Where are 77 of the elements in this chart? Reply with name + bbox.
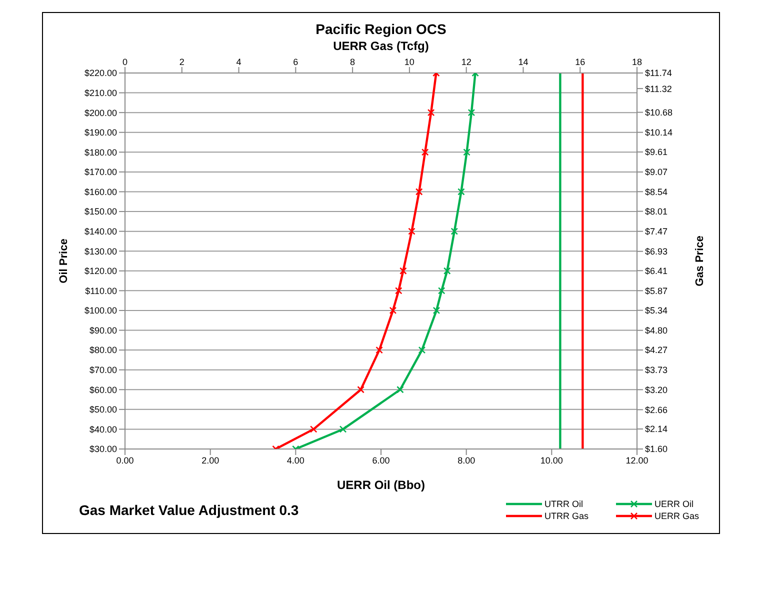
y-tick-label: $190.00 (84, 128, 117, 138)
y2-tick-label: $11.74 (645, 68, 672, 78)
y2-tick-label: $4.27 (645, 345, 668, 356)
y2-tick-label: $7.47 (645, 226, 668, 237)
y2-tick-label: $8.54 (645, 186, 668, 197)
point (396, 386, 404, 394)
x-tick-label: 0.00 (116, 455, 134, 466)
x2-tick-label: 14 (518, 57, 528, 67)
chart-title: Pacific Region OCS (314, 21, 448, 37)
y-tick-label: $160.00 (84, 186, 117, 197)
point (443, 267, 451, 275)
x2-tick-label: 8 (350, 57, 356, 67)
point (463, 148, 470, 156)
y2-tick-label: $2.66 (645, 404, 668, 415)
y2-tick-label: $6.41 (645, 266, 668, 276)
x2-tick-label: 12 (461, 57, 472, 67)
y-tick-label: $130.00 (84, 246, 117, 256)
y2-tick-label: $8.01 (645, 206, 668, 217)
x2-tick-label: 0 (122, 57, 128, 67)
y-tick-label: $120.00 (84, 266, 117, 276)
y2-tick-label: $5.34 (645, 306, 668, 316)
y-tick-label: $40.00 (89, 424, 117, 434)
y2-tick-label: $10.14 (645, 128, 673, 138)
y-tick-label: $150.00 (84, 206, 117, 217)
legend-label: UTRR Gas (544, 511, 588, 521)
y-tick-label: $60.00 (89, 384, 117, 395)
y-axis-title: Oil Price (58, 238, 70, 284)
y-tick-label: $140.00 (84, 226, 117, 237)
x-tick-label: 2.00 (202, 455, 220, 466)
x2-tick-label: 4 (236, 57, 242, 67)
y2-tick-label: $3.20 (645, 384, 668, 395)
y2-tick-label: $10.68 (645, 108, 673, 118)
point (418, 346, 426, 354)
y-tick-label: $100.00 (84, 306, 117, 316)
y2-tick-label: $2.14 (645, 424, 668, 434)
x-tick-label: 4.00 (286, 455, 304, 466)
legend-label: UTRR Oil (544, 499, 583, 509)
x2-tick-label: 18 (632, 57, 642, 67)
y-tick-label: $110.00 (85, 286, 117, 296)
y-tick-label: $210.00 (84, 88, 117, 98)
y-tick-label: $30.00 (89, 444, 117, 454)
point (438, 287, 446, 294)
point (458, 188, 465, 196)
x2-axis-title: UERR Gas (Tcfg) (332, 39, 430, 53)
y2-tick-label: $6.93 (645, 246, 668, 257)
y2-tick-label: $9.61 (645, 147, 668, 158)
x2-tick-label: 16 (575, 57, 586, 67)
point (339, 426, 347, 433)
y2-tick-label: $1.60 (645, 444, 668, 454)
y2-tick-label: $9.07 (645, 167, 668, 178)
x-tick-label: 10.00 (540, 455, 563, 466)
x-tick-label: 6.00 (372, 455, 390, 466)
point (450, 228, 458, 235)
text: Gas Market Value Adjustment 0.3 (79, 502, 300, 518)
legend-label: UERR Oil (654, 499, 694, 509)
y2-tick-label: $4.80 (645, 326, 668, 336)
point (432, 306, 440, 314)
x2-tick-label: 10 (404, 57, 414, 67)
legend-label: UERR Gas (654, 511, 699, 521)
x2-tick-label: 6 (293, 57, 298, 67)
y2-axis-title: Gas Price (694, 236, 706, 286)
y-tick-label: $90.00 (89, 325, 117, 336)
y-tick-label: $220.00 (84, 68, 117, 78)
y-tick-label: $170.00 (84, 167, 117, 178)
y-tick-label: $70.00 (89, 365, 117, 376)
y2-tick-label: $11.32 (645, 84, 672, 94)
x2-tick-label: 2 (179, 57, 184, 67)
y-tick-label: $80.00 (89, 345, 117, 356)
y-tick-label: $200.00 (84, 108, 117, 118)
x-tick-label: 12.00 (626, 455, 648, 466)
x-axis-title: UERR Oil (Bbo) (337, 478, 425, 492)
y-tick-label: $50.00 (89, 404, 117, 415)
y2-tick-label: $3.73 (645, 365, 668, 376)
y2-tick-label: $5.87 (645, 286, 668, 296)
point (468, 108, 476, 116)
y-tick-label: $180.00 (84, 147, 117, 158)
x-tick-label: 8.00 (458, 455, 476, 466)
